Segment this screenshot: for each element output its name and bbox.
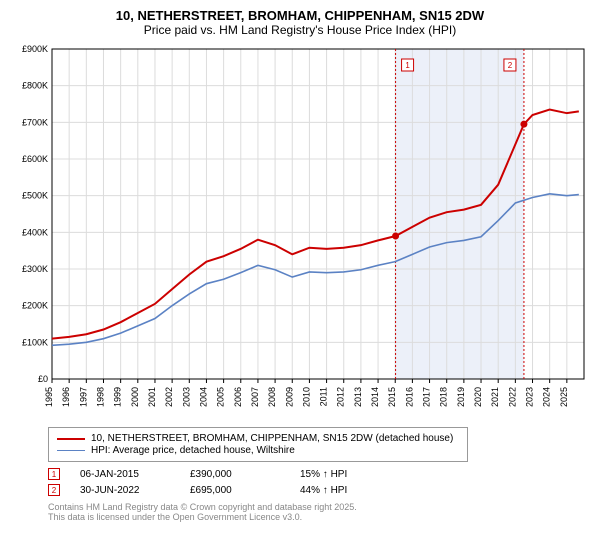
svg-text:£400K: £400K	[22, 227, 48, 237]
svg-text:2021: 2021	[490, 387, 500, 407]
svg-text:2016: 2016	[404, 387, 414, 407]
legend-label: HPI: Average price, detached house, Wilt…	[91, 445, 295, 456]
svg-text:2012: 2012	[336, 387, 346, 407]
sale-marker-box: 2	[48, 484, 60, 496]
svg-text:1998: 1998	[95, 387, 105, 407]
svg-text:2017: 2017	[422, 387, 432, 407]
legend-row: HPI: Average price, detached house, Wilt…	[57, 445, 459, 456]
legend-label: 10, NETHERSTREET, BROMHAM, CHIPPENHAM, S…	[91, 433, 453, 444]
svg-text:2002: 2002	[164, 387, 174, 407]
svg-text:2024: 2024	[542, 387, 552, 407]
svg-text:£500K: £500K	[22, 191, 48, 201]
svg-text:1997: 1997	[78, 387, 88, 407]
svg-text:1999: 1999	[113, 387, 123, 407]
sale-price: £390,000	[190, 469, 300, 480]
svg-text:2006: 2006	[233, 387, 243, 407]
svg-text:£100K: £100K	[22, 337, 48, 347]
svg-text:2011: 2011	[319, 387, 329, 406]
svg-text:2: 2	[508, 61, 513, 70]
svg-text:£300K: £300K	[22, 264, 48, 274]
svg-text:1996: 1996	[61, 387, 71, 407]
sale-delta: 44% ↑ HPI	[300, 485, 410, 496]
svg-text:2015: 2015	[387, 387, 397, 407]
attribution-line-2: This data is licensed under the Open Gov…	[48, 512, 592, 522]
svg-text:2005: 2005	[216, 387, 226, 407]
sale-date: 06-JAN-2015	[80, 469, 190, 480]
svg-text:£600K: £600K	[22, 154, 48, 164]
svg-text:2022: 2022	[507, 387, 517, 407]
sale-date: 30-JUN-2022	[80, 485, 190, 496]
svg-text:2020: 2020	[473, 387, 483, 407]
svg-text:£700K: £700K	[22, 117, 48, 127]
svg-text:2018: 2018	[439, 387, 449, 407]
svg-text:£900K: £900K	[22, 44, 48, 54]
svg-text:2007: 2007	[250, 387, 260, 407]
svg-text:2000: 2000	[130, 387, 140, 407]
svg-text:2010: 2010	[301, 387, 311, 407]
legend-swatch	[57, 450, 85, 452]
attribution-line-1: Contains HM Land Registry data © Crown c…	[48, 502, 592, 512]
svg-text:£0: £0	[38, 374, 48, 384]
svg-text:2003: 2003	[181, 387, 191, 407]
sales-table: 1 06-JAN-2015£390,00015% ↑ HPI 2 30-JUN-202…	[48, 468, 592, 496]
legend: 10, NETHERSTREET, BROMHAM, CHIPPENHAM, S…	[48, 427, 468, 462]
title-line-2: Price paid vs. HM Land Registry's House …	[8, 23, 592, 37]
price-chart: £0 £100K £200K £300K £400K £500K £600K £700K £80…	[8, 41, 592, 421]
sale-delta: 15% ↑ HPI	[300, 469, 410, 480]
svg-text:2019: 2019	[456, 387, 466, 407]
chart-title: 10, NETHERSTREET, BROMHAM, CHIPPENHAM, S…	[8, 8, 592, 37]
svg-text:£800K: £800K	[22, 81, 48, 91]
svg-text:2001: 2001	[147, 387, 157, 407]
sale-marker-box: 1	[48, 468, 60, 480]
svg-text:1: 1	[405, 61, 410, 70]
legend-swatch	[57, 438, 85, 440]
svg-text:2004: 2004	[198, 387, 208, 407]
svg-text:£200K: £200K	[22, 301, 48, 311]
attribution: Contains HM Land Registry data © Crown c…	[48, 502, 592, 522]
sale-row: 2 30-JUN-2022£695,00044% ↑ HPI	[48, 484, 592, 496]
title-line-1: 10, NETHERSTREET, BROMHAM, CHIPPENHAM, S…	[8, 8, 592, 23]
sale-row: 1 06-JAN-2015£390,00015% ↑ HPI	[48, 468, 592, 480]
svg-text:2013: 2013	[353, 387, 363, 407]
svg-text:2008: 2008	[267, 387, 277, 407]
svg-text:2014: 2014	[370, 387, 380, 407]
sale-price: £695,000	[190, 485, 300, 496]
svg-text:1995: 1995	[44, 387, 54, 407]
legend-row: 10, NETHERSTREET, BROMHAM, CHIPPENHAM, S…	[57, 433, 459, 444]
svg-text:2025: 2025	[559, 387, 569, 407]
svg-text:2023: 2023	[525, 387, 535, 407]
svg-text:2009: 2009	[284, 387, 294, 407]
